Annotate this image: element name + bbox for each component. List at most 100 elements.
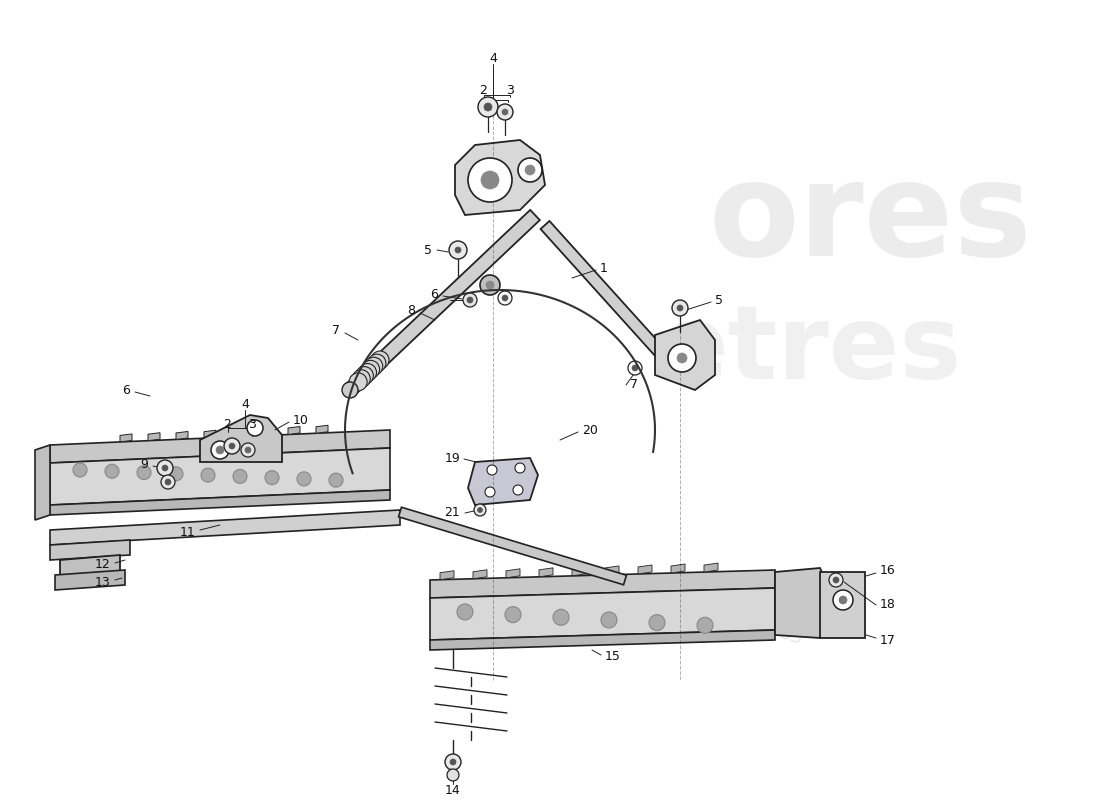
Circle shape [229, 443, 235, 449]
Circle shape [162, 465, 168, 471]
Circle shape [169, 467, 183, 481]
Circle shape [245, 447, 251, 453]
Text: 8: 8 [407, 303, 415, 317]
Circle shape [248, 420, 263, 436]
Circle shape [233, 470, 248, 483]
Circle shape [632, 365, 638, 371]
Polygon shape [572, 567, 586, 576]
Circle shape [468, 158, 512, 202]
Polygon shape [50, 490, 390, 515]
Polygon shape [200, 415, 282, 462]
Circle shape [455, 247, 461, 253]
Polygon shape [605, 566, 619, 575]
Text: 7: 7 [630, 378, 638, 390]
Circle shape [265, 470, 279, 485]
Polygon shape [345, 210, 540, 395]
Polygon shape [260, 428, 272, 436]
Circle shape [201, 468, 214, 482]
Polygon shape [430, 588, 776, 640]
Polygon shape [671, 564, 685, 573]
Circle shape [833, 590, 853, 610]
Text: 6: 6 [122, 383, 130, 397]
Circle shape [649, 614, 666, 630]
Circle shape [216, 446, 224, 454]
Circle shape [342, 382, 358, 398]
Circle shape [498, 291, 512, 305]
Polygon shape [316, 426, 328, 434]
Polygon shape [50, 510, 400, 545]
Circle shape [553, 610, 569, 626]
Circle shape [478, 97, 498, 117]
Circle shape [518, 158, 542, 182]
Polygon shape [539, 568, 553, 577]
Text: 18: 18 [880, 598, 895, 611]
Text: 2: 2 [480, 83, 487, 97]
Circle shape [480, 275, 501, 295]
Circle shape [486, 281, 494, 289]
Text: 20: 20 [582, 423, 598, 437]
Polygon shape [55, 570, 125, 590]
Text: 7: 7 [332, 323, 340, 337]
Circle shape [355, 366, 373, 385]
Polygon shape [430, 570, 776, 598]
Circle shape [474, 504, 486, 516]
Circle shape [450, 759, 456, 765]
Circle shape [447, 769, 459, 781]
Circle shape [477, 507, 483, 513]
Text: 17: 17 [880, 634, 895, 646]
Text: 15: 15 [605, 650, 620, 663]
Circle shape [515, 463, 525, 473]
Circle shape [833, 577, 839, 583]
Text: 5: 5 [424, 243, 432, 257]
Polygon shape [473, 570, 487, 578]
Text: 16: 16 [880, 563, 895, 577]
Text: 6: 6 [430, 289, 438, 302]
Circle shape [628, 361, 642, 375]
Circle shape [672, 300, 688, 316]
Polygon shape [50, 540, 130, 560]
Circle shape [362, 360, 380, 378]
Circle shape [525, 165, 535, 175]
Polygon shape [60, 555, 120, 580]
Circle shape [839, 596, 847, 604]
Circle shape [297, 472, 311, 486]
Polygon shape [638, 565, 652, 574]
Circle shape [73, 463, 87, 477]
Circle shape [463, 293, 477, 307]
Text: 4: 4 [490, 51, 497, 65]
Circle shape [349, 373, 367, 391]
Circle shape [502, 295, 508, 301]
Circle shape [224, 438, 240, 454]
Text: 4: 4 [241, 398, 249, 411]
Circle shape [329, 473, 343, 487]
Circle shape [481, 171, 499, 189]
Polygon shape [148, 433, 159, 441]
Circle shape [487, 465, 497, 475]
Polygon shape [430, 630, 776, 650]
Text: 3: 3 [506, 83, 514, 97]
Polygon shape [654, 320, 715, 390]
Polygon shape [820, 572, 865, 638]
Circle shape [165, 479, 170, 485]
Circle shape [668, 344, 696, 372]
Circle shape [676, 353, 688, 363]
Polygon shape [288, 426, 300, 434]
Circle shape [449, 241, 468, 259]
Circle shape [468, 297, 473, 303]
Text: etres: etres [658, 299, 962, 401]
Circle shape [601, 612, 617, 628]
Text: 5: 5 [715, 294, 723, 306]
Polygon shape [50, 430, 390, 463]
Text: 19: 19 [444, 451, 460, 465]
Circle shape [484, 103, 492, 111]
Circle shape [359, 363, 376, 382]
Circle shape [829, 573, 843, 587]
Circle shape [371, 351, 389, 369]
Polygon shape [455, 140, 544, 215]
Text: 12: 12 [95, 558, 110, 571]
Polygon shape [704, 563, 718, 572]
Polygon shape [35, 445, 50, 520]
Text: a specialist parts since 1985: a specialist parts since 1985 [556, 552, 805, 648]
Text: 11: 11 [179, 526, 195, 539]
Circle shape [352, 370, 371, 388]
